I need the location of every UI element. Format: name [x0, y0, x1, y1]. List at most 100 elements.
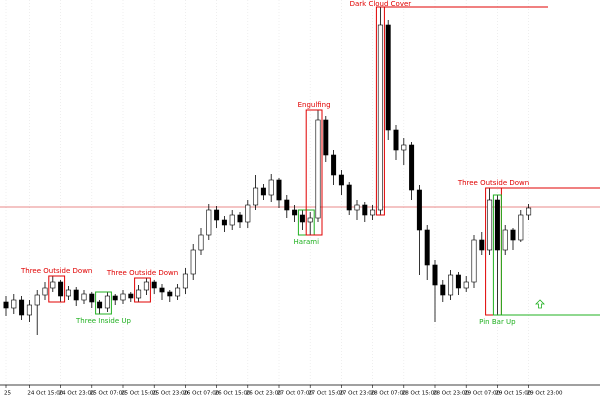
- x-tick-label: 26 Oct 23:00: [246, 391, 282, 397]
- candle-body: [120, 293, 126, 301]
- x-tick-label: 27 Oct 23:00: [339, 391, 375, 397]
- candle-body: [128, 293, 134, 299]
- candle-body: [42, 287, 48, 296]
- x-tick-label: 28 Oct 07:00: [371, 391, 407, 397]
- candle-body: [245, 204, 251, 223]
- candle-body: [409, 144, 415, 191]
- candle-body: [159, 287, 165, 293]
- candle-body: [307, 217, 313, 223]
- candle-body: [229, 214, 235, 226]
- candle-body: [393, 129, 399, 151]
- candle-body: [487, 199, 493, 251]
- pattern-label: Dark Cloud Cover: [350, 0, 412, 8]
- pattern-label: Three Outside Down: [457, 179, 529, 187]
- pattern-box: [375, 6, 385, 216]
- pattern-label: Engulfing: [298, 101, 331, 109]
- candle-body: [526, 207, 532, 216]
- candle-body: [331, 154, 337, 176]
- arrow-up: [535, 299, 545, 309]
- pattern-label: Three Outside Down: [20, 267, 92, 275]
- candle-body: [65, 289, 71, 297]
- x-tick-label: 25 Oct 15:00: [121, 391, 157, 397]
- candle-body: [143, 281, 149, 291]
- x-tick-label: 26 Oct 07:00: [183, 391, 219, 397]
- candle-body: [81, 293, 87, 301]
- candle-body: [104, 295, 110, 309]
- x-tick-label: 27 Oct 15:00: [308, 391, 344, 397]
- candle-body: [206, 209, 212, 236]
- candle-body: [479, 239, 485, 251]
- candle-body: [97, 301, 103, 309]
- x-tick-label: 24 Oct 23:00: [59, 391, 95, 397]
- candle-body: [221, 219, 227, 226]
- x-tick-label: 29 Oct 07:00: [464, 391, 500, 397]
- candle-body: [260, 187, 266, 196]
- candle-body: [112, 295, 118, 301]
- candle-body: [471, 239, 477, 283]
- x-tick-label: 27 Oct 07:00: [277, 391, 313, 397]
- candle-body: [424, 229, 430, 266]
- pattern-box: [134, 277, 151, 303]
- candle-body: [362, 204, 368, 216]
- x-tick-label: 26 Oct 15:00: [215, 391, 251, 397]
- candle-body: [276, 179, 282, 201]
- x-tick-label: 25 Oct 07:00: [90, 391, 126, 397]
- candle-body: [440, 284, 446, 296]
- candle-body: [494, 199, 500, 251]
- candle-body: [518, 214, 524, 241]
- candle-body: [19, 299, 25, 316]
- candle-body: [315, 119, 321, 219]
- x-tick-label: 25 Oct 23:00: [152, 391, 188, 397]
- x-tick-label: 28 Oct 15:00: [402, 391, 438, 397]
- candle-body: [299, 214, 305, 223]
- x-tick-label: 29 Oct 15:00: [495, 391, 531, 397]
- candle-body: [284, 199, 290, 211]
- candle-body: [151, 281, 157, 289]
- candle-body: [58, 281, 64, 297]
- candle-body: [401, 144, 407, 151]
- candle-body: [11, 299, 17, 309]
- candle-body: [377, 24, 383, 211]
- candle-body: [323, 119, 329, 156]
- candle-body: [370, 209, 376, 216]
- pattern-label: Pin Bar Up: [479, 318, 516, 326]
- candle-body: [510, 229, 516, 241]
- x-tick-label: 29 Oct 23:00: [527, 391, 563, 397]
- candle-body: [354, 204, 360, 211]
- candle-body: [167, 291, 173, 297]
- candle-body: [463, 281, 469, 289]
- candle-body: [182, 273, 188, 289]
- candle-body: [346, 184, 352, 211]
- candle-body: [448, 274, 454, 296]
- pattern-box: [305, 109, 323, 236]
- candle-body: [136, 289, 142, 299]
- candle-body: [190, 249, 196, 275]
- candle-body: [3, 301, 9, 309]
- candle-body: [175, 287, 181, 297]
- candle-body: [89, 293, 95, 303]
- candle-body: [268, 179, 274, 196]
- candle-body: [198, 234, 204, 251]
- candle-body: [432, 264, 438, 286]
- candle-body: [338, 174, 344, 186]
- x-tick-label: 24 Oct 15:00: [27, 391, 63, 397]
- candle-body: [455, 274, 461, 289]
- candle-body: [416, 189, 422, 231]
- candle-body: [73, 289, 79, 301]
- candle-body: [292, 209, 298, 216]
- pattern-box: [95, 291, 112, 315]
- candle-body: [502, 229, 508, 251]
- pattern-label: Harami: [294, 238, 320, 246]
- pattern-box: [492, 194, 502, 316]
- x-tick-label: 28 Oct 23:00: [433, 391, 469, 397]
- pattern-box: [48, 275, 66, 303]
- pattern-label: Three Outside Down: [106, 269, 178, 277]
- candle-body: [253, 187, 259, 206]
- candle-body: [214, 209, 220, 221]
- candle-body: [237, 214, 243, 223]
- x-tick-label: 25: [4, 391, 11, 397]
- candle-body: [26, 304, 32, 316]
